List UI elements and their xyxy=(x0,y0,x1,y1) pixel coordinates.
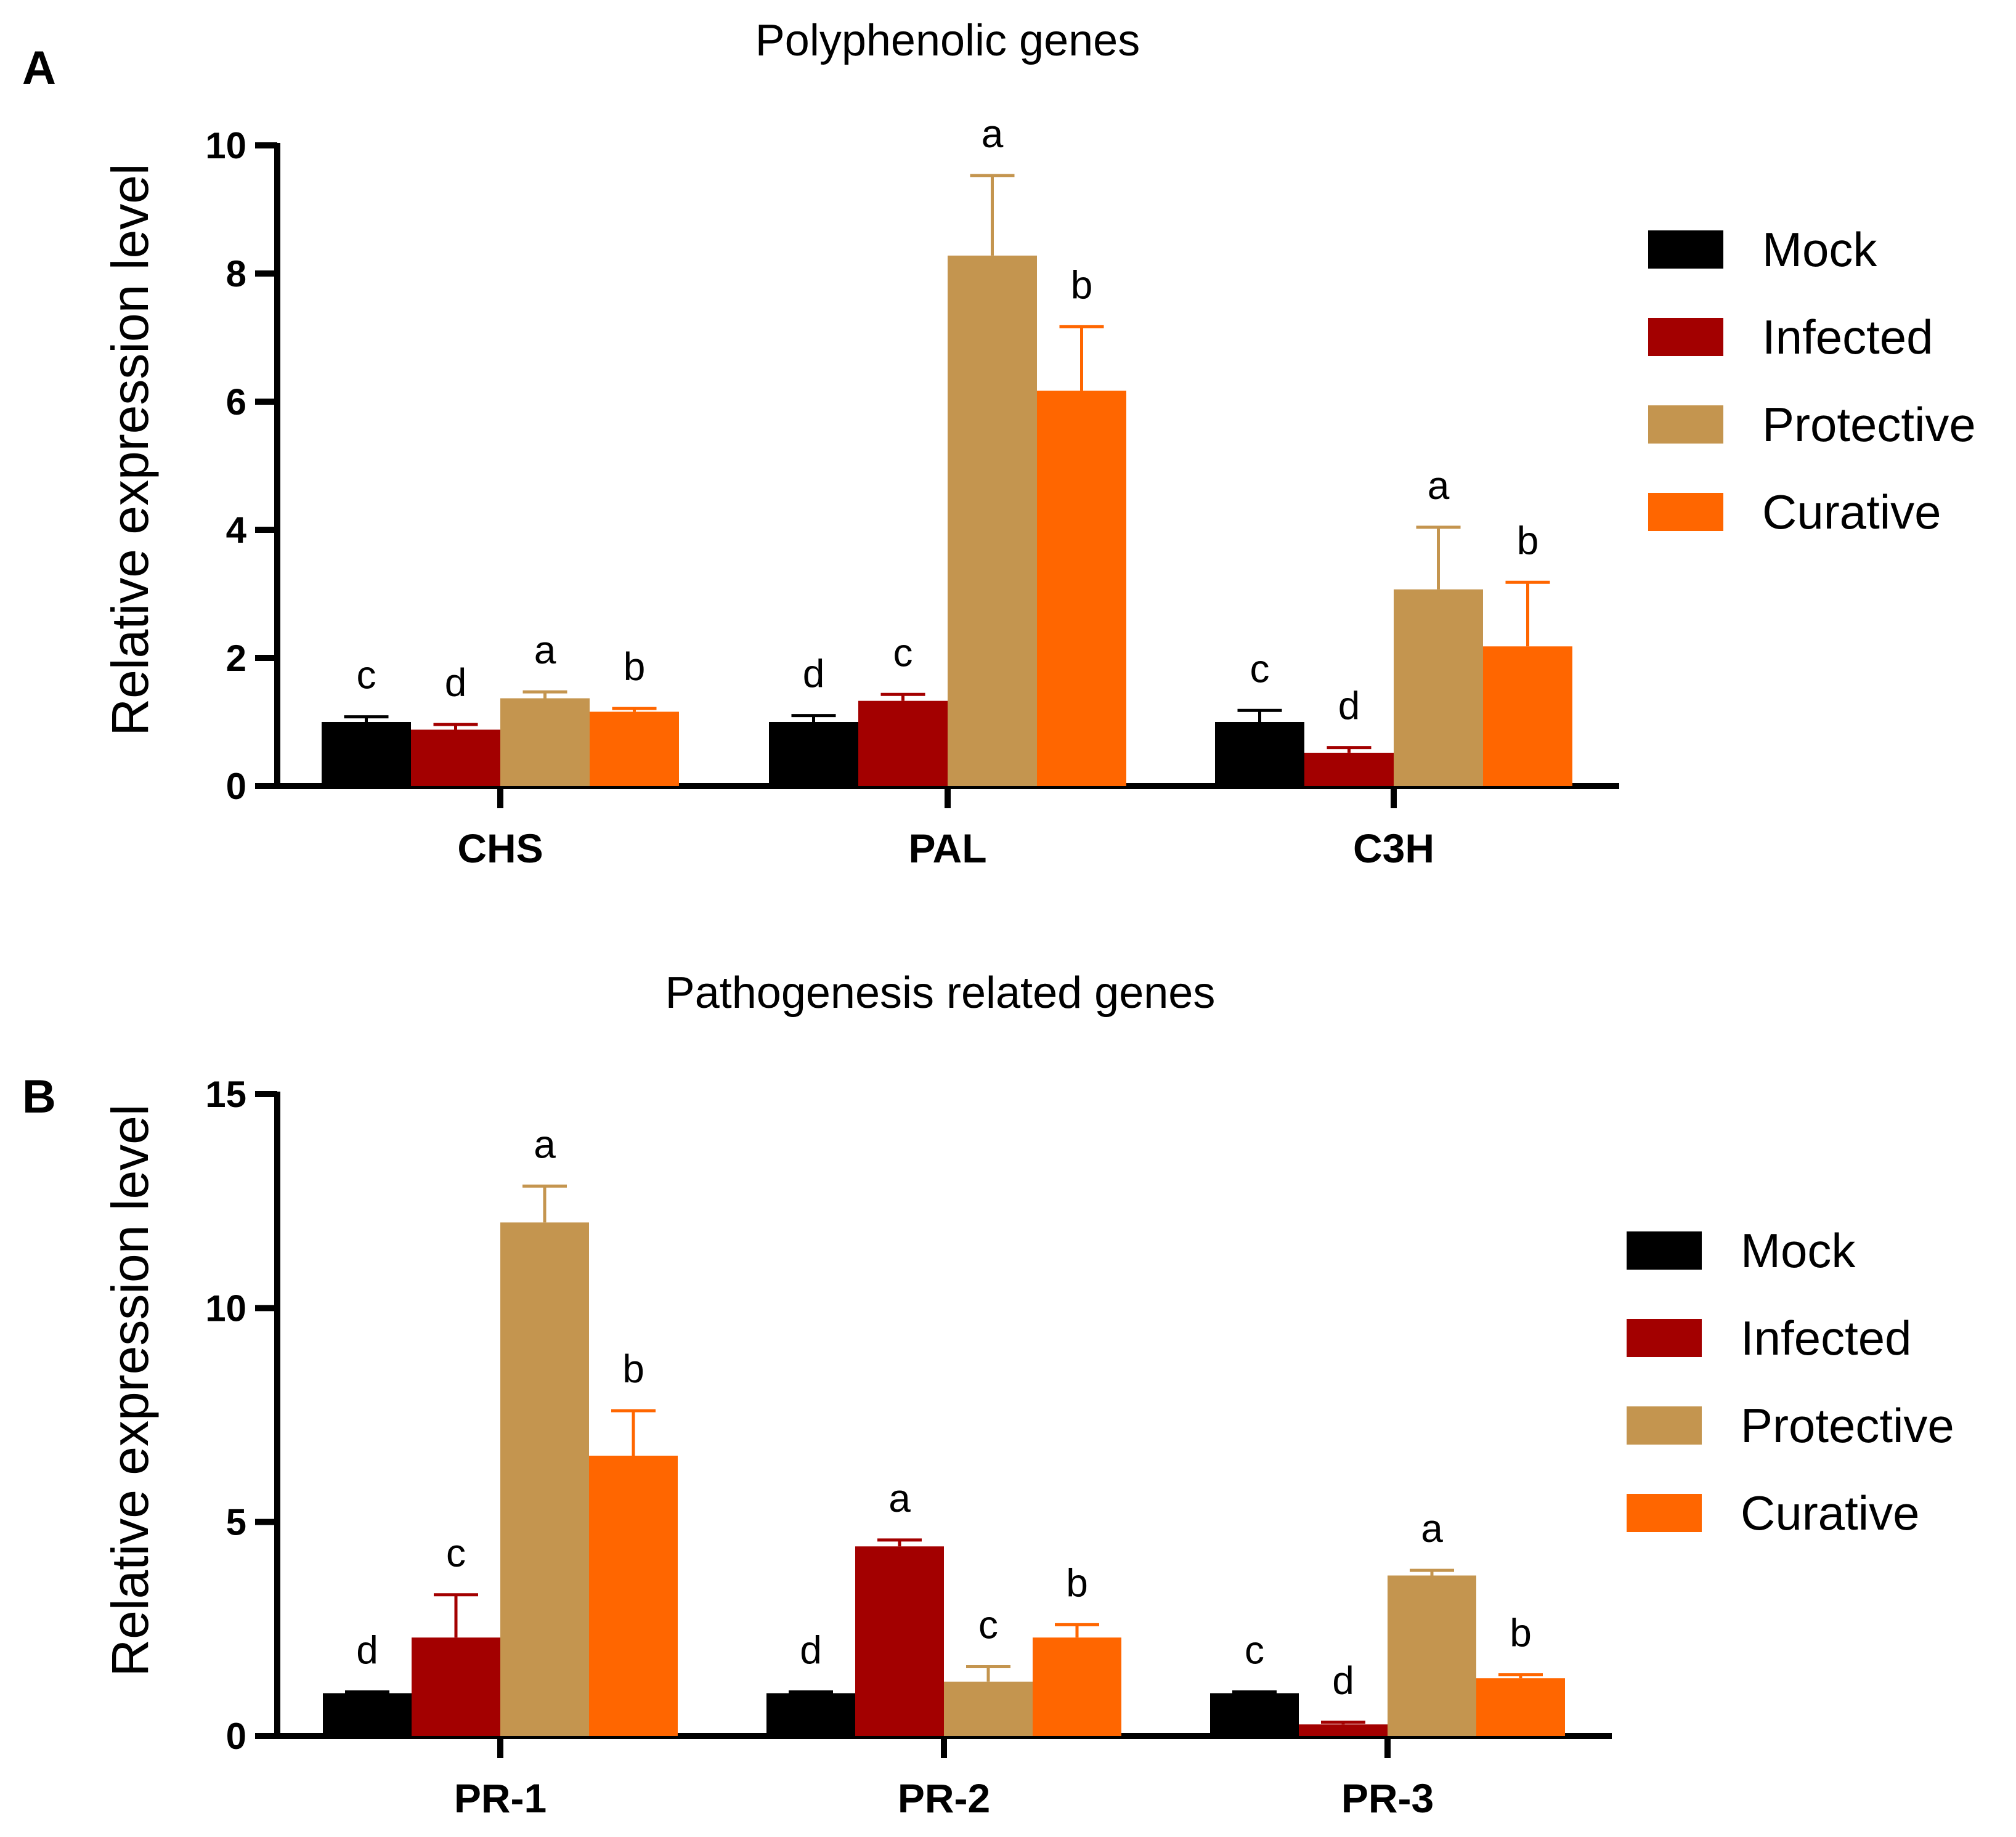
panel-a-x-tick-label: C3H xyxy=(1353,825,1434,871)
panel-b-significance-letter: c xyxy=(978,1602,998,1647)
panel-a-legend-label: Curative xyxy=(1762,485,1941,539)
panel-a-bar xyxy=(500,698,590,786)
panel-b-bar xyxy=(589,1455,678,1736)
panel-a-x-tick-label: CHS xyxy=(457,825,543,871)
panel-a-y-tick-label: 2 xyxy=(226,638,246,679)
panel-a-bar xyxy=(322,722,411,786)
panel-b-x-tick-label: PR-2 xyxy=(898,1775,990,1821)
panel-b-x-tick-label: PR-3 xyxy=(1341,1775,1434,1821)
panel-a-bar xyxy=(1394,589,1483,786)
panel-a-significance-letter: b xyxy=(624,644,646,689)
panel-b-letter: B xyxy=(22,1071,56,1123)
panel-b-legend-label: Infected xyxy=(1741,1311,1912,1365)
panel-b-legend-swatch xyxy=(1627,1231,1702,1270)
panel-b-significance-letter: b xyxy=(622,1347,644,1391)
panel-a-significance-letter: a xyxy=(534,628,556,672)
panel-b-bar xyxy=(500,1222,589,1736)
panel-a-y-tick-label: 8 xyxy=(226,253,246,294)
panel-a-x-tick-label: PAL xyxy=(908,825,986,871)
panel-a-significance-letter: a xyxy=(982,112,1004,156)
panel-a-bar xyxy=(769,722,858,786)
panel-b-significance-letter: d xyxy=(356,1628,378,1672)
panel-b-legend-label: Mock xyxy=(1741,1223,1856,1278)
panel-b-y-tick-label: 15 xyxy=(205,1074,246,1115)
panel-b: B Pathogenesis related genes Relative ex… xyxy=(22,968,1954,1821)
panel-a-letter: A xyxy=(22,42,56,94)
panel-b-plot: 0 5 10 15 PR-1 PR-2 PR-3 d d c c a d a c a b b b xyxy=(205,1074,1612,1821)
panel-b-x-tick-label: PR-1 xyxy=(454,1775,547,1821)
panel-b-title: Pathogenesis related genes xyxy=(665,968,1216,1018)
panel-b-legend-label: Protective xyxy=(1741,1398,1954,1453)
panel-a-significance-letter: b xyxy=(1517,518,1539,562)
panel-a-y-tick-label: 0 xyxy=(226,766,246,807)
panel-a-legend-label: Protective xyxy=(1762,397,1976,452)
panel-b-bar xyxy=(1033,1637,1121,1736)
panel-a-legend-swatch xyxy=(1648,493,1723,531)
panel-a-significance-letter: a xyxy=(1428,463,1450,508)
panel-b-legend-label: Curative xyxy=(1741,1486,1919,1540)
panel-b-legend-swatch xyxy=(1627,1406,1702,1445)
panel-a-legend-swatch xyxy=(1648,230,1723,269)
panel-a-y-tick-label: 6 xyxy=(226,381,246,423)
panel-a-y-tick-label: 10 xyxy=(205,125,246,166)
panel-b-bar xyxy=(1299,1724,1388,1736)
panel-b-bar xyxy=(855,1546,944,1736)
panel-b-significance-letter: b xyxy=(1510,1611,1532,1655)
panel-b-legend: Mock Infected Protective Curative xyxy=(1627,1223,1954,1540)
panel-b-y-tick-label: 0 xyxy=(226,1716,246,1757)
panel-a-bar xyxy=(411,729,500,786)
panel-a-bar xyxy=(948,255,1037,786)
panel-a-significance-letter: c xyxy=(893,630,913,675)
panel-a-bar xyxy=(1037,391,1126,786)
panel-a-significance-letter: d xyxy=(803,652,825,696)
panel-a-bar xyxy=(590,712,679,786)
panel-b-significance-letter: c xyxy=(446,1531,466,1575)
panel-b-legend-swatch xyxy=(1627,1494,1702,1532)
panel-a-legend-label: Infected xyxy=(1762,310,1933,364)
panel-a-bar xyxy=(1304,752,1394,786)
panel-a-significance-letter: c xyxy=(1250,646,1270,691)
panel-a-plot: 0 2 4 6 8 10 CHS PAL C3H c d c d c d a a a b b b xyxy=(205,112,1619,871)
panel-b-bar xyxy=(1388,1575,1476,1736)
panel-a-bar xyxy=(858,700,948,786)
panel-a-significance-letter: d xyxy=(445,660,467,705)
panel-b-significance-letter: a xyxy=(888,1476,911,1520)
panel-b-bar xyxy=(766,1693,855,1736)
panel-a-legend-swatch xyxy=(1648,318,1723,356)
panel-b-y-axis-label: Relative expression level xyxy=(101,1104,159,1676)
panel-b-bar xyxy=(944,1681,1033,1736)
panel-b-legend-swatch xyxy=(1627,1319,1702,1357)
panel-a-significance-letter: d xyxy=(1338,684,1360,728)
panel-a-y-tick-label: 4 xyxy=(226,509,247,551)
panel-b-significance-letter: a xyxy=(1421,1506,1443,1551)
panel-a-significance-letter: b xyxy=(1071,262,1093,307)
panel-b-significance-letter: d xyxy=(1332,1658,1354,1703)
panel-a-title: Polyphenolic genes xyxy=(755,16,1140,65)
panel-b-bar xyxy=(1210,1693,1299,1736)
panel-b-y-tick-label: 10 xyxy=(205,1288,246,1329)
panel-a-y-axis-label: Relative expression level xyxy=(101,163,159,736)
panel-b-bar xyxy=(412,1637,500,1736)
panel-b-significance-letter: a xyxy=(534,1122,556,1166)
panel-a-legend-swatch xyxy=(1648,405,1723,444)
panel-b-significance-letter: b xyxy=(1066,1560,1088,1605)
panel-a-significance-letter: c xyxy=(357,653,376,697)
panel-b-bar xyxy=(1476,1678,1565,1736)
panel-b-bar xyxy=(323,1693,412,1736)
panel-b-y-tick-label: 5 xyxy=(226,1502,246,1543)
panel-b-significance-letter: d xyxy=(800,1628,822,1672)
panel-a-bar xyxy=(1483,646,1572,786)
panel-b-significance-letter: c xyxy=(1245,1628,1264,1672)
panel-a: A Polyphenolic genes Relative expression… xyxy=(22,16,1976,871)
panel-a-legend: Mock Infected Protective Curative xyxy=(1648,222,1976,539)
panel-a-legend-label: Mock xyxy=(1762,222,1877,277)
panel-a-bar xyxy=(1215,722,1304,786)
